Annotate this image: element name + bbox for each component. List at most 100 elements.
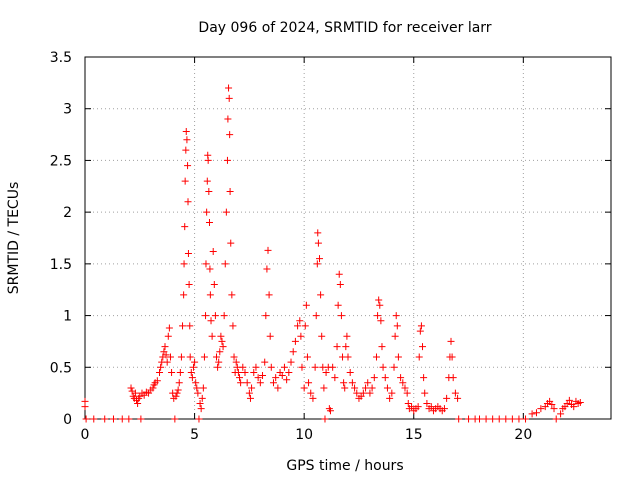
data-point: [340, 379, 348, 387]
data-point: [440, 405, 448, 413]
data-point: [322, 368, 330, 376]
data-point: [303, 353, 311, 361]
y-tick-label: 1: [63, 309, 72, 325]
data-point: [318, 332, 326, 340]
data-point: [206, 291, 214, 299]
x-tick-label: 20: [514, 427, 532, 443]
data-point: [186, 353, 194, 361]
data-point: [248, 384, 256, 392]
data-point: [392, 312, 400, 320]
data-point: [189, 363, 197, 371]
data-point: [134, 399, 142, 407]
data-point: [269, 379, 277, 387]
data-point: [204, 156, 212, 164]
data-point: [175, 379, 183, 387]
data-point: [427, 403, 435, 411]
data-point: [397, 374, 405, 382]
data-point: [161, 343, 169, 351]
data-point: [537, 405, 545, 413]
data-point: [348, 379, 356, 387]
data-points: [81, 84, 584, 423]
data-point: [291, 337, 299, 345]
data-point: [423, 399, 431, 407]
data-point: [489, 415, 497, 423]
data-point: [272, 374, 280, 382]
data-point: [176, 368, 184, 376]
data-point: [528, 410, 536, 418]
data-point: [203, 208, 211, 216]
data-point: [344, 353, 352, 361]
data-point: [220, 312, 228, 320]
data-point: [465, 415, 473, 423]
data-point: [449, 374, 457, 382]
data-point: [266, 332, 274, 340]
data-point: [259, 372, 267, 380]
axis-ticks: [84, 56, 611, 420]
data-point: [180, 260, 188, 268]
data-point: [81, 403, 89, 411]
data-point: [495, 415, 503, 423]
data-point: [515, 415, 523, 423]
data-point: [166, 353, 174, 361]
data-point: [174, 386, 182, 394]
data-point: [297, 332, 305, 340]
data-point: [246, 394, 254, 402]
data-point: [179, 322, 187, 330]
data-point: [364, 379, 372, 387]
data-point: [209, 247, 217, 255]
data-point: [171, 415, 179, 423]
data-point: [532, 409, 540, 417]
data-point: [417, 322, 425, 330]
data-point: [221, 260, 229, 268]
data-point: [337, 312, 345, 320]
data-point: [156, 368, 164, 376]
data-point: [168, 368, 176, 376]
data-point: [157, 363, 165, 371]
data-point: [210, 281, 218, 289]
data-point: [125, 415, 133, 423]
data-point: [241, 368, 249, 376]
data-point: [223, 156, 231, 164]
y-tick-label: 2: [63, 205, 72, 221]
data-point: [280, 363, 288, 371]
data-point: [219, 343, 227, 351]
data-point: [225, 84, 233, 92]
data-point: [278, 372, 286, 380]
data-point: [232, 358, 240, 366]
data-point: [216, 348, 224, 356]
x-tick-label: 0: [81, 427, 90, 443]
data-point: [153, 377, 161, 385]
data-point: [193, 384, 201, 392]
data-point: [335, 270, 343, 278]
data-point: [149, 384, 157, 392]
y-axis-label: SRMTID / TECUs: [6, 182, 22, 295]
data-point: [476, 415, 483, 423]
data-point: [197, 405, 205, 413]
data-point: [261, 358, 269, 366]
data-point: [378, 343, 386, 351]
x-tick-label: 10: [295, 427, 313, 443]
data-point: [239, 363, 247, 371]
data-point: [182, 127, 190, 135]
data-point: [404, 399, 412, 407]
x-axis-label: GPS time / hours: [286, 458, 403, 474]
data-point: [206, 265, 214, 273]
data-point: [217, 332, 225, 340]
data-point: [316, 255, 324, 263]
data-point: [208, 332, 216, 340]
data-point: [379, 363, 387, 371]
data-point: [165, 324, 173, 332]
data-point: [274, 384, 282, 392]
data-point: [346, 368, 354, 376]
data-point: [226, 131, 234, 139]
x-tick-label: 15: [405, 427, 423, 443]
data-point: [186, 322, 194, 330]
data-point: [374, 312, 382, 320]
data-point: [502, 415, 510, 423]
data-point: [127, 384, 135, 392]
data-point: [343, 332, 351, 340]
data-point: [199, 384, 207, 392]
data-point: [180, 291, 188, 299]
plot-frame: [84, 56, 612, 420]
